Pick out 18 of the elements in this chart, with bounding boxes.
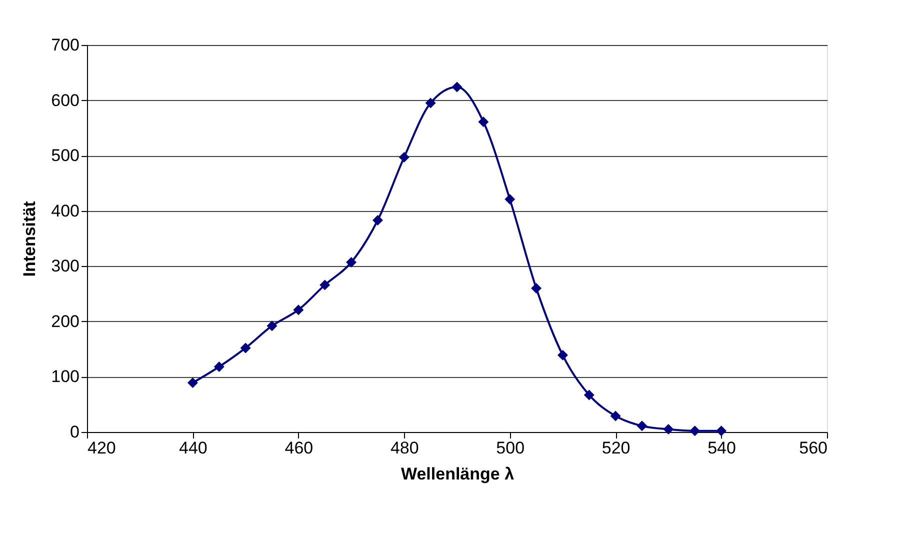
y-tick-label: 500 (51, 146, 80, 166)
x-tick-label: 460 (284, 438, 314, 458)
x-tick-label: 520 (602, 438, 630, 458)
x-tick-label: 540 (708, 438, 736, 458)
x-axis-title: Wellenlänge λ (400, 464, 515, 484)
x-tick-label: 500 (496, 438, 525, 458)
y-tick-label: 400 (51, 201, 80, 220)
y-axis-title: Intensität (20, 200, 40, 277)
y-tick-label: 100 (51, 367, 80, 386)
y-tick-label: 300 (51, 256, 80, 276)
x-tick-label: 420 (88, 438, 116, 458)
y-tick-label: 200 (51, 312, 80, 331)
x-tick-label: 480 (390, 438, 419, 458)
x-tick-label: 440 (179, 438, 208, 458)
y-tick-label: 700 (51, 36, 80, 54)
y-tick-label: 0 (70, 422, 80, 442)
y-tick-label: 600 (51, 90, 80, 110)
x-tick-label: 560 (799, 438, 828, 458)
